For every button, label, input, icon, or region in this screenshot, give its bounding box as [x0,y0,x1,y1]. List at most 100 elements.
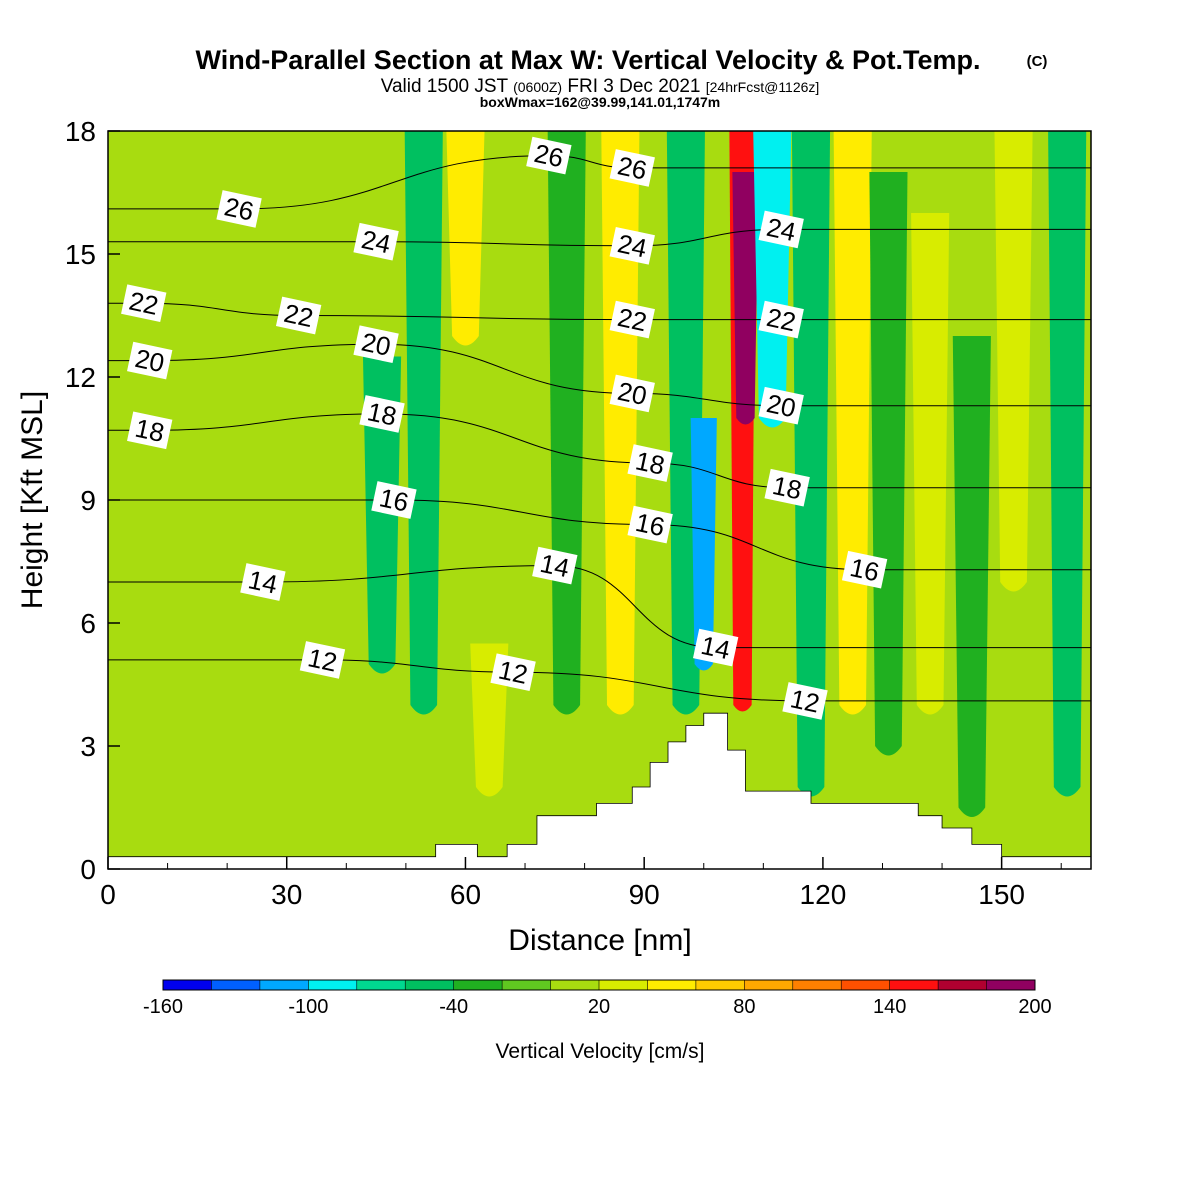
theta-label-box [764,468,810,507]
colorbar-tick-label: 80 [733,996,755,1018]
chart-title: Wind-Parallel Section at Max W: Vertical… [196,45,981,75]
theta-label-22-3: 22 [758,300,804,339]
y-tick-label: 18 [65,116,96,147]
theta-label-text: 16 [377,482,412,517]
theta-label-12-1: 12 [490,653,536,692]
theta-label-text: 26 [222,191,257,226]
theta-label-box [692,628,739,667]
copyright-mark: (C) [1027,53,1048,70]
colorbar-swatch [308,980,358,990]
theta-label-text: 14 [538,548,573,583]
colorbar-swatch [163,980,212,990]
theta-label-box [490,653,536,692]
theta-label-text: 18 [365,396,400,431]
colorbar-swatch [986,980,1036,990]
theta-label-text: 22 [615,302,650,337]
valid-time: Valid 1500 JST [381,76,509,97]
theta-label-text: 12 [496,655,531,690]
theta-label-text: 16 [847,552,882,587]
theta-label-18-2: 18 [627,444,673,482]
colorbar-swatch [744,980,794,990]
theta-label-text: 24 [764,212,799,247]
velocity-cell-13 [869,172,908,756]
theta-label-box [609,226,655,265]
y-tick-label: 3 [80,731,96,762]
colorbar-swatch [599,980,648,990]
velocity-cell-11 [791,131,831,797]
colorbar-tick-label: 140 [873,996,906,1018]
colorbar-swatch [550,980,600,990]
theta-label-box [841,550,888,589]
theta-label-text: 22 [281,298,316,333]
theta-label-box [127,411,173,450]
colorbar-swatch [647,980,697,990]
forecast-info: [24hrFcst@1126z] [706,79,820,95]
velocity-cell-4 [547,131,586,715]
velocity-cell-3 [446,131,485,346]
colorbar-tick-label: 20 [588,996,610,1018]
box-wmax-line: boxWmax=162@39.99,141.01,1747m [480,94,721,110]
theta-label-text: 22 [764,302,799,337]
theta-label-26-2: 26 [609,149,655,187]
theta-label-box [532,546,578,585]
colorbar-swatch [211,980,261,990]
theta-label-text: 20 [764,388,799,423]
theta-label-22-2: 22 [609,300,655,339]
theta-label-box [275,296,322,335]
theta-label-26-1: 26 [526,136,572,175]
theta-label-text: 20 [615,376,650,411]
valid-date: FRI 3 Dec 2021 [567,76,700,97]
colorbar-tick-label: -100 [288,996,328,1018]
x-tick-label: 30 [271,879,302,910]
theta-label-box [353,325,399,364]
theta-label-16-1: 16 [627,505,673,544]
theta-label-text: 18 [633,445,668,480]
theta-label-text: 12 [305,642,340,677]
x-tick-label: 60 [450,879,481,910]
y-tick-label: 6 [80,608,96,639]
theta-label-18-3: 18 [764,468,810,507]
theta-label-text: 14 [246,564,281,599]
y-tick-label: 15 [65,239,96,270]
theta-label-24-1: 24 [609,226,655,265]
theta-contour-20 [108,343,1091,407]
colorbar-tick-label: 200 [1018,996,1051,1018]
theta-label-18-0: 18 [127,411,173,450]
theta-label-box [299,641,346,679]
theta-label-box [758,210,804,249]
theta-label-box [627,505,673,544]
x-tick-label: 0 [100,879,116,910]
colorbar-swatch [356,980,406,990]
theta-label-text: 18 [132,413,167,448]
x-axis-label: Distance [nm] [508,924,691,957]
theta-contour-22 [108,302,1091,321]
theta-label-24-2: 24 [758,210,804,249]
velocity-cell-14 [911,213,950,715]
colorbar-swatch [453,980,503,990]
theta-label-text: 20 [359,327,394,362]
valid-utc: (0600Z) [513,79,562,95]
colorbar-swatch [695,980,745,990]
x-tick-label: 120 [800,879,847,910]
theta-label-14-0: 14 [240,563,286,601]
theta-label-box [627,444,673,482]
theta-label-20-1: 20 [353,325,399,364]
velocity-cell-0 [362,356,402,674]
y-tick-label: 0 [80,854,96,885]
theta-label-box [609,374,655,413]
velocity-cell-10 [753,131,792,428]
theta-label-box [526,136,572,175]
velocity-cell-1 [404,131,443,715]
velocity-cell-9 [732,172,759,425]
theta-label-16-0: 16 [371,481,417,519]
colorbar-swatch [405,980,455,990]
y-tick-label: 9 [80,485,96,516]
colorbar-tick-label: -160 [143,996,183,1018]
x-axis: 0 30 60 90 120 150 [100,857,1062,910]
colorbar-label: Vertical Velocity [cm/s] [496,1040,705,1063]
theta-label-20-3: 20 [758,386,804,425]
colorbar-swatch [259,980,309,990]
x-tick-label: 90 [629,879,660,910]
y-axis-label: Height [Kft MSL] [16,391,49,609]
